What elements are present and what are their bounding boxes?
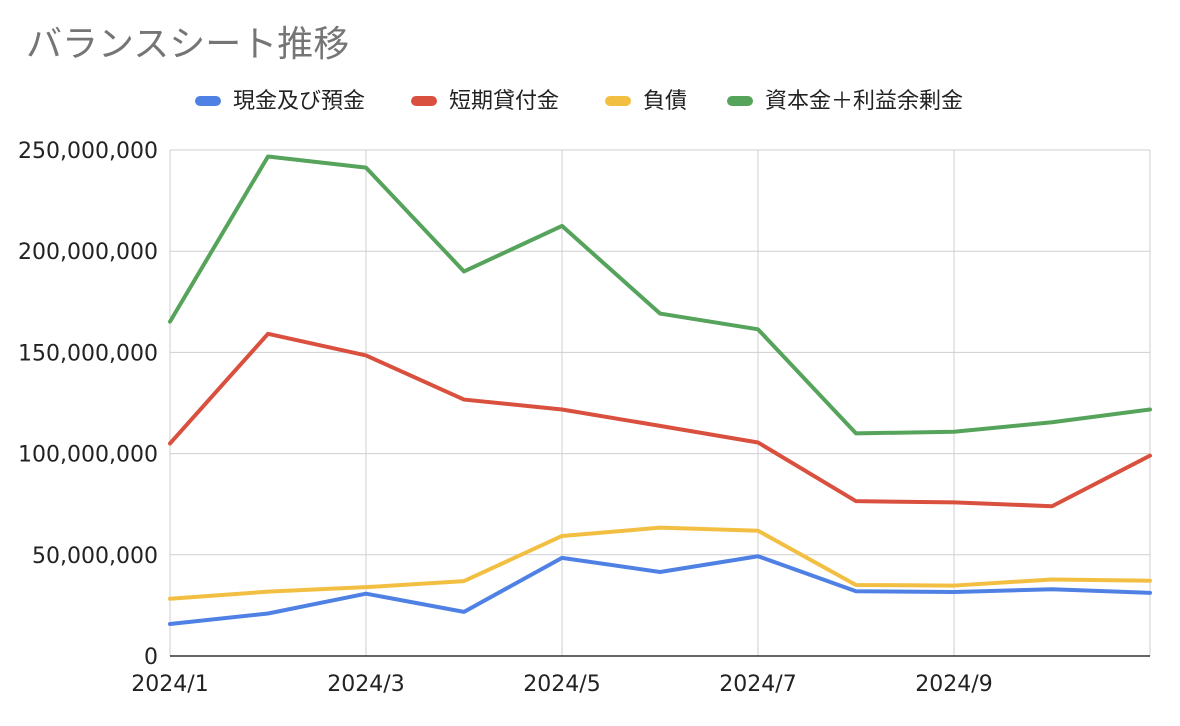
legend-marker (411, 96, 437, 106)
series-line (168, 154, 1152, 436)
x-tick-label: 2024/1 (131, 672, 208, 697)
legend-label: 現金及び預金 (233, 89, 365, 114)
y-tick-label: 100,000,000 (18, 443, 158, 468)
x-tick-label: 2024/5 (523, 672, 600, 697)
y-axis: 0 50,000,000 100,000,000 150,000,000 200,000… (18, 139, 158, 670)
legend: 現金及び預金 短期貸付金 負債 資本金＋利益余剰金 (195, 89, 963, 114)
series-line (168, 554, 1152, 627)
series-line (168, 525, 1152, 601)
y-tick-label: 150,000,000 (18, 341, 158, 366)
x-tick-label: 2024/9 (915, 672, 992, 697)
x-tick-label: 2024/3 (327, 672, 404, 697)
y-tick-label: 200,000,000 (18, 240, 158, 265)
series-line (168, 331, 1152, 509)
y-tick-label: 0 (144, 645, 158, 670)
legend-label: 短期貸付金 (449, 89, 559, 114)
chart-title: バランスシート推移 (26, 24, 349, 65)
y-tick-label: 50,000,000 (32, 544, 158, 569)
x-tick-label: 2024/7 (719, 672, 796, 697)
legend-label: 負債 (643, 89, 687, 114)
grid (169, 149, 1151, 657)
legend-marker (195, 96, 221, 106)
legend-marker (605, 96, 631, 106)
x-axis: 2024/1 2024/3 2024/5 2024/7 2024/9 (131, 655, 1150, 697)
legend-label: 資本金＋利益余剰金 (765, 89, 963, 114)
legend-marker (727, 96, 753, 106)
y-tick-label: 250,000,000 (18, 139, 158, 164)
series-group (168, 154, 1152, 627)
